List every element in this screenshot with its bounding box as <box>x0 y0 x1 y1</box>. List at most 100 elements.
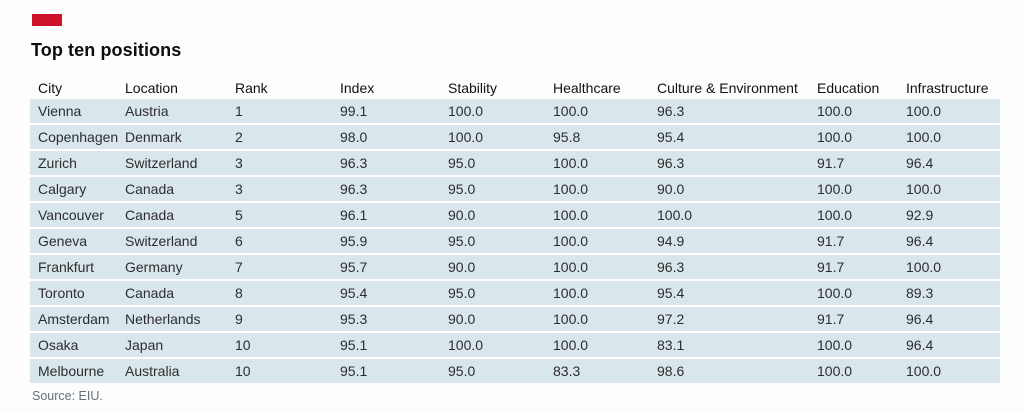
cell-index: 95.7 <box>340 259 368 275</box>
cell-index: 95.9 <box>340 233 368 249</box>
table-row: Amsterdam Netherlands 9 95.3 90.0 100.0 97.2 91… <box>30 307 1000 331</box>
cell-city: Amsterdam <box>38 311 110 327</box>
cell-index: 96.1 <box>340 207 368 223</box>
cell-index: 95.4 <box>340 285 368 301</box>
cell-education: 100.0 <box>817 363 853 379</box>
table-row: Melbourne Australia 10 95.1 95.0 83.3 98.6 100.… <box>30 359 1000 383</box>
column-header-location: Location <box>125 79 178 96</box>
cell-rank: 8 <box>235 285 243 301</box>
table-row: Zurich Switzerland 3 96.3 95.0 100.0 96.3 91.7 9… <box>30 151 1000 175</box>
cell-index: 96.3 <box>340 181 368 197</box>
cell-rank: 10 <box>235 337 251 353</box>
cell-healthcare: 100.0 <box>553 181 589 197</box>
cell-culture-environment: 96.3 <box>657 103 685 119</box>
cell-location: Germany <box>125 259 183 275</box>
cell-culture-environment: 96.3 <box>657 259 685 275</box>
cell-culture-environment: 100.0 <box>657 207 693 223</box>
cell-culture-environment: 97.2 <box>657 311 685 327</box>
table-row: Vancouver Canada 5 96.1 90.0 100.0 100.0 100.0 9… <box>30 203 1000 227</box>
cell-location: Canada <box>125 207 175 223</box>
cell-education: 91.7 <box>817 311 845 327</box>
cell-city: Zurich <box>38 155 77 171</box>
cell-education: 91.7 <box>817 259 845 275</box>
column-header-healthcare: Healthcare <box>553 79 621 96</box>
cell-stability: 95.0 <box>448 155 476 171</box>
cell-culture-environment: 83.1 <box>657 337 685 353</box>
cell-city: Osaka <box>38 337 79 353</box>
cell-index: 95.1 <box>340 363 368 379</box>
cell-infrastructure: 96.4 <box>906 155 934 171</box>
column-header-stability: Stability <box>448 79 498 96</box>
cell-city: Toronto <box>38 285 85 301</box>
cell-index: 99.1 <box>340 103 368 119</box>
cell-index: 96.3 <box>340 155 368 171</box>
cell-healthcare: 100.0 <box>553 285 589 301</box>
column-header-education: Education <box>817 79 880 96</box>
cell-location: Japan <box>125 337 164 353</box>
cell-city: Melbourne <box>38 363 105 379</box>
cell-location: Canada <box>125 285 175 301</box>
cell-infrastructure: 96.4 <box>906 337 934 353</box>
cell-city: Vancouver <box>38 207 104 223</box>
cell-healthcare: 100.0 <box>553 311 589 327</box>
cell-education: 91.7 <box>817 233 845 249</box>
source-note: Source: EIU. <box>32 389 103 403</box>
cell-city: Geneva <box>38 233 88 249</box>
cell-stability: 100.0 <box>448 103 484 119</box>
cell-healthcare: 100.0 <box>553 233 589 249</box>
cell-infrastructure: 100.0 <box>906 103 942 119</box>
cell-infrastructure: 100.0 <box>906 181 942 197</box>
cell-infrastructure: 100.0 <box>906 259 942 275</box>
cell-education: 100.0 <box>817 207 853 223</box>
cell-stability: 95.0 <box>448 363 476 379</box>
cell-culture-environment: 96.3 <box>657 155 685 171</box>
cell-infrastructure: 96.4 <box>906 233 934 249</box>
cell-stability: 95.0 <box>448 285 476 301</box>
table-header-row: City Location Rank Index Stability Healthcare… <box>30 77 1000 98</box>
column-header-rank: Rank <box>235 79 268 96</box>
cell-healthcare: 100.0 <box>553 207 589 223</box>
cell-stability: 100.0 <box>448 129 484 145</box>
table-row: Calgary Canada 3 96.3 95.0 100.0 90.0 100.0 100.… <box>30 177 1000 201</box>
cell-healthcare: 100.0 <box>553 259 589 275</box>
table-row: Copenhagen Denmark 2 98.0 100.0 95.8 95.4 100.0… <box>30 125 1000 149</box>
cell-city: Copenhagen <box>38 129 119 145</box>
cell-stability: 90.0 <box>448 311 476 327</box>
cell-stability: 95.0 <box>448 233 476 249</box>
cell-culture-environment: 94.9 <box>657 233 685 249</box>
cell-location: Switzerland <box>125 233 198 249</box>
cell-education: 100.0 <box>817 337 853 353</box>
cell-stability: 100.0 <box>448 337 484 353</box>
cell-infrastructure: 89.3 <box>906 285 934 301</box>
top-ten-table: City Location Rank Index Stability Healthcare… <box>30 77 1000 385</box>
cell-stability: 90.0 <box>448 207 476 223</box>
cell-rank: 10 <box>235 363 251 379</box>
cell-index: 98.0 <box>340 129 368 145</box>
column-header-index: Index <box>340 79 375 96</box>
cell-stability: 95.0 <box>448 181 476 197</box>
cell-healthcare: 83.3 <box>553 363 581 379</box>
table-row: Osaka Japan 10 95.1 100.0 100.0 83.1 100.0 96.4 <box>30 333 1000 357</box>
cell-rank: 5 <box>235 207 243 223</box>
cell-index: 95.1 <box>340 337 368 353</box>
cell-culture-environment: 95.4 <box>657 285 685 301</box>
table-row: Geneva Switzerland 6 95.9 95.0 100.0 94.9 91.7 9… <box>30 229 1000 253</box>
cell-location: Australia <box>125 363 180 379</box>
cell-location: Switzerland <box>125 155 198 171</box>
cell-culture-environment: 95.4 <box>657 129 685 145</box>
cell-education: 100.0 <box>817 181 853 197</box>
cell-location: Austria <box>125 103 169 119</box>
cell-healthcare: 100.0 <box>553 155 589 171</box>
cell-education: 91.7 <box>817 155 845 171</box>
cell-healthcare: 100.0 <box>553 337 589 353</box>
column-header-infrastructure: Infrastructure <box>906 79 989 96</box>
cell-rank: 2 <box>235 129 243 145</box>
cell-infrastructure: 96.4 <box>906 311 934 327</box>
cell-culture-environment: 90.0 <box>657 181 685 197</box>
cell-healthcare: 95.8 <box>553 129 581 145</box>
cell-education: 100.0 <box>817 285 853 301</box>
table-body: Vienna Austria 1 99.1 100.0 100.0 96.3 100.0 100… <box>30 99 1000 383</box>
cell-education: 100.0 <box>817 129 853 145</box>
cell-location: Canada <box>125 181 175 197</box>
